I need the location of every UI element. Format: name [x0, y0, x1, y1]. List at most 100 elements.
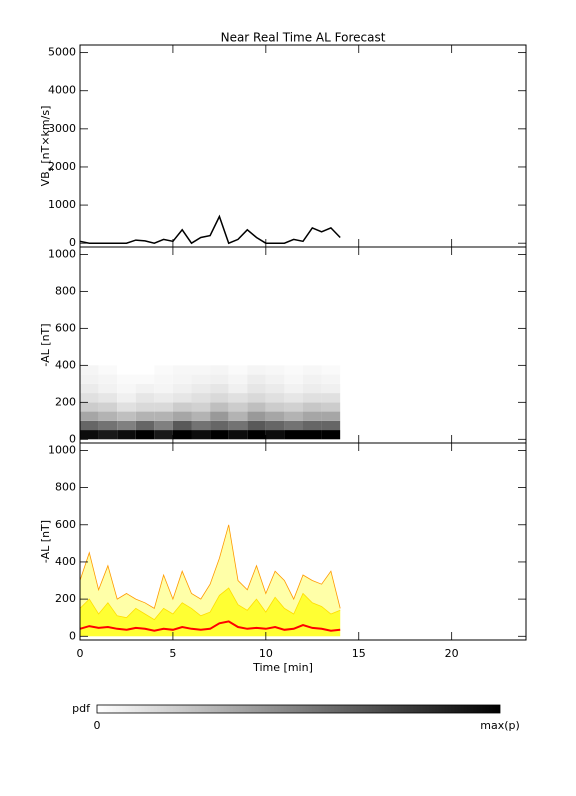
pdf-cell [154, 393, 173, 403]
pdf-cell [191, 393, 211, 403]
pdf-cell [284, 411, 303, 421]
pdf-cell [172, 393, 192, 403]
pdf-cell [210, 402, 229, 412]
pdf-cell [80, 393, 99, 403]
pdf-cell [191, 365, 211, 375]
pdf-cell [210, 365, 229, 375]
pdf-cell [98, 402, 118, 412]
pdf-cell [172, 374, 192, 384]
pdf-cell [228, 374, 248, 384]
pdf-cell [265, 365, 285, 375]
colorbar-min: 0 [94, 719, 101, 732]
y-tick-label: 0 [69, 629, 76, 642]
pdf-cell [247, 383, 266, 394]
pdf-cell [80, 374, 99, 384]
pdf-cell [135, 402, 155, 412]
vbs-line [79, 214, 341, 245]
panel [79, 524, 341, 637]
pdf-cell [154, 430, 173, 440]
pdf-cell [210, 411, 229, 421]
pdf-cell [303, 411, 322, 421]
pdf-cell [172, 402, 192, 412]
pdf-cell [80, 420, 99, 431]
pdf-cell [117, 411, 136, 421]
pdf-cell [191, 374, 211, 384]
pdf-cell [247, 430, 266, 440]
y-tick-label: 0 [69, 236, 76, 249]
pdf-cell [303, 383, 322, 394]
y-axis-label: VBs [nT×km/s] [39, 106, 55, 187]
y-label-main: VB [39, 171, 52, 186]
y-tick-label: 600 [55, 321, 76, 334]
pdf-cell [210, 430, 229, 440]
pdf-cell [80, 402, 99, 412]
pdf-cell [321, 374, 341, 384]
pdf-cell [172, 430, 192, 440]
pdf-cell [228, 365, 248, 375]
pdf-cell [172, 365, 192, 375]
pdf-cell [284, 393, 303, 403]
pdf-cell [321, 365, 341, 375]
pdf-cell [98, 365, 118, 375]
pdf-cell [98, 383, 118, 394]
y-label-unit: [nT×km/s] [39, 106, 52, 168]
y-label-sub: s [46, 167, 55, 171]
pdf-cell [247, 393, 266, 403]
pdf-cell [247, 420, 266, 431]
plot-frame [79, 44, 527, 248]
pdf-cell [303, 430, 322, 440]
pdf-cell [284, 374, 303, 384]
pdf-cell [228, 383, 248, 394]
pdf-cell [303, 420, 322, 431]
pdf-cell [154, 402, 173, 412]
pdf-cell [135, 365, 155, 375]
pdf-cell [210, 420, 229, 431]
colorbar-label: pdf [72, 702, 91, 715]
pdf-cell [284, 402, 303, 412]
y-tick-label: 200 [55, 592, 76, 605]
x-tick-label: 20 [445, 647, 459, 660]
x-tick-label: 0 [77, 647, 84, 660]
x-tick-label: 5 [169, 647, 176, 660]
y-tick-label: 400 [55, 358, 76, 371]
pdf-cell [210, 383, 229, 394]
series-line [79, 587, 341, 621]
pdf-cell [80, 383, 99, 394]
pdf-cell [228, 393, 248, 403]
x-tick-label: 15 [352, 647, 366, 660]
pdf-cell [117, 383, 136, 394]
pdf-cell [265, 393, 285, 403]
plot-frame [79, 442, 527, 641]
pdf-cell [247, 402, 266, 412]
pdf-cell [321, 393, 341, 403]
y-tick-label: 800 [55, 481, 76, 494]
y-tick-label: 600 [55, 518, 76, 531]
pdf-cell [117, 420, 136, 431]
pdf-cell [303, 374, 322, 384]
pdf-cell [80, 365, 99, 375]
pdf-cell [321, 430, 341, 440]
y-tick-label: 1000 [48, 198, 76, 211]
pdf-cell [117, 393, 136, 403]
y-tick-label: 200 [55, 395, 76, 408]
pdf-cell [191, 402, 211, 412]
pdf-cell [135, 430, 155, 440]
pdf-cell [117, 365, 136, 375]
y-axis-label: -AL [nT] [39, 520, 52, 563]
x-axis-label: Time [min] [252, 661, 313, 674]
pdf-cell [265, 374, 285, 384]
pdf-cell [98, 393, 118, 403]
pdf-cell [303, 402, 322, 412]
y-tick-label: 3000 [48, 122, 76, 135]
y-tick-label: 4000 [48, 84, 76, 97]
pdf-cell [247, 365, 266, 375]
x-tick-label: 10 [259, 647, 273, 660]
pdf-cell [321, 402, 341, 412]
panel [79, 214, 341, 245]
y-tick-label: 800 [55, 284, 76, 297]
pdf-cell [265, 411, 285, 421]
pdf-cell [321, 411, 341, 421]
pdf-cell [284, 430, 303, 440]
